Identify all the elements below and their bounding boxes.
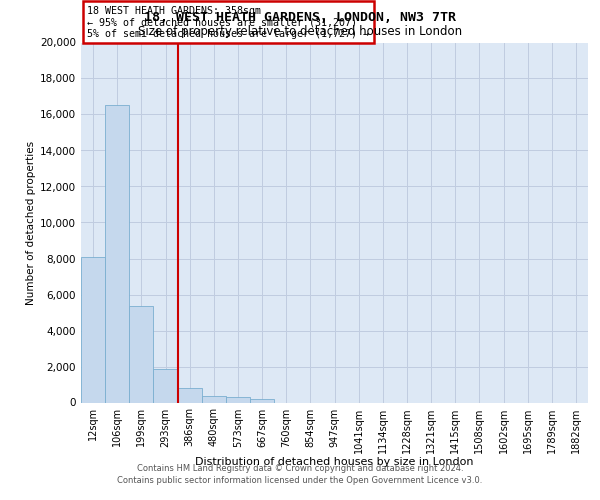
Text: 18, WEST HEATH GARDENS, LONDON, NW3 7TR: 18, WEST HEATH GARDENS, LONDON, NW3 7TR bbox=[144, 11, 456, 24]
Bar bbox=[105, 106, 129, 403]
Text: Size of property relative to detached houses in London: Size of property relative to detached ho… bbox=[138, 25, 462, 38]
Y-axis label: Number of detached properties: Number of detached properties bbox=[26, 140, 36, 304]
Bar bbox=[178, 388, 202, 402]
Text: Contains HM Land Registry data © Crown copyright and database right 2024.: Contains HM Land Registry data © Crown c… bbox=[137, 464, 463, 473]
Bar bbox=[226, 398, 250, 402]
Text: Contains public sector information licensed under the Open Government Licence v3: Contains public sector information licen… bbox=[118, 476, 482, 485]
Bar bbox=[250, 398, 274, 402]
Text: 18 WEST HEATH GARDENS: 358sqm
← 95% of detached houses are smaller (31,207)
5% o: 18 WEST HEATH GARDENS: 358sqm ← 95% of d… bbox=[87, 6, 369, 39]
Bar bbox=[129, 306, 154, 402]
Bar bbox=[202, 396, 226, 402]
Bar bbox=[154, 369, 178, 402]
X-axis label: Distribution of detached houses by size in London: Distribution of detached houses by size … bbox=[195, 457, 474, 467]
Bar bbox=[81, 256, 105, 402]
